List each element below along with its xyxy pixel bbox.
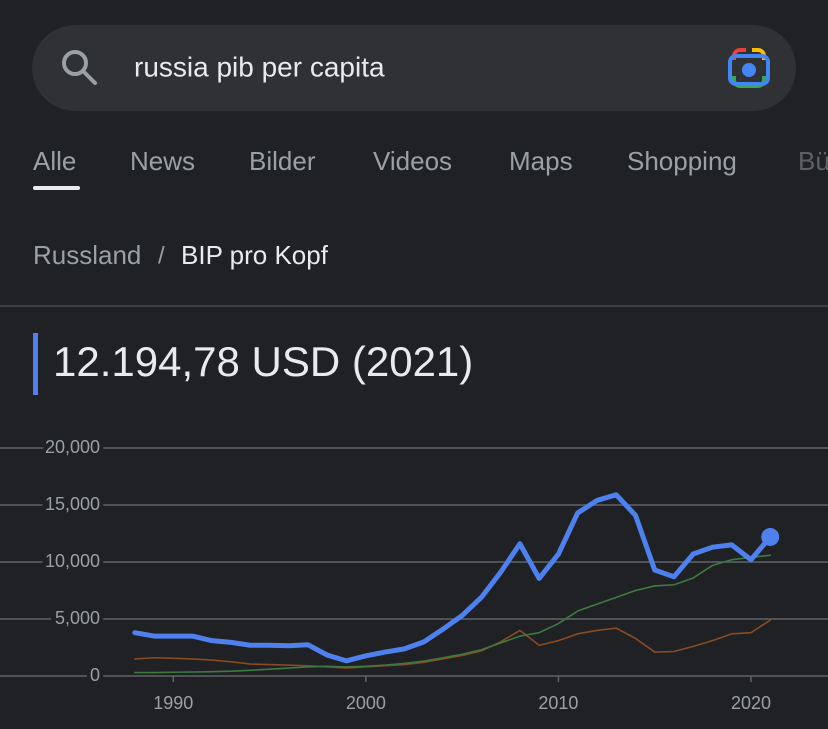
headline-accent bbox=[33, 333, 38, 395]
camera-icon[interactable] bbox=[728, 48, 770, 88]
search-icon[interactable] bbox=[62, 50, 97, 85]
x-tick-label: 1990 bbox=[153, 693, 193, 713]
x-tick-label: 2010 bbox=[538, 693, 578, 713]
search-bar[interactable] bbox=[32, 25, 796, 111]
tab[interactable]: News bbox=[130, 146, 195, 176]
y-tick-label: 0 bbox=[90, 665, 100, 685]
y-tick-label: 5,000 bbox=[55, 608, 100, 628]
y-tick-label: 10,000 bbox=[45, 551, 100, 571]
y-tick-label: 20,000 bbox=[45, 437, 100, 457]
series-line bbox=[133, 619, 772, 669]
series-line bbox=[133, 554, 772, 674]
tab[interactable]: Maps bbox=[509, 146, 573, 176]
y-tick-label: 15,000 bbox=[45, 494, 100, 514]
active-tab-indicator bbox=[33, 186, 80, 190]
search-query[interactable]: russia pib per capita bbox=[134, 51, 385, 82]
tab[interactable]: Alle bbox=[33, 146, 76, 176]
x-tick-label: 2000 bbox=[346, 693, 386, 713]
tab[interactable]: Bilder bbox=[249, 146, 316, 176]
tab[interactable]: Videos bbox=[373, 146, 452, 176]
endpoint bbox=[761, 527, 780, 546]
breadcrumb-current: BIP pro Kopf bbox=[181, 240, 329, 270]
x-tick-label: 2020 bbox=[731, 693, 771, 713]
tab[interactable]: Bü bbox=[798, 146, 828, 176]
breadcrumb-separator: / bbox=[158, 242, 165, 269]
headline: 12.194,78 USD (2021) bbox=[53, 338, 473, 385]
breadcrumb-parent[interactable]: Russland bbox=[33, 240, 141, 270]
series-line bbox=[132, 492, 773, 664]
tab[interactable]: Shopping bbox=[627, 146, 737, 176]
